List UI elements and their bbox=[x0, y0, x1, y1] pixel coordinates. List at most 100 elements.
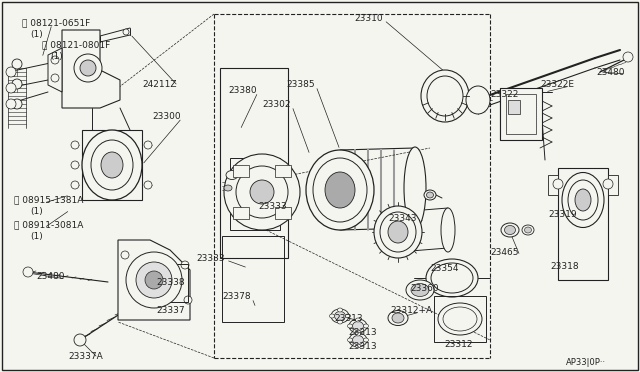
Ellipse shape bbox=[101, 152, 123, 178]
Circle shape bbox=[71, 181, 79, 189]
Text: 23333: 23333 bbox=[258, 202, 287, 211]
Circle shape bbox=[250, 180, 274, 204]
Circle shape bbox=[181, 261, 189, 269]
Ellipse shape bbox=[355, 344, 360, 348]
Ellipse shape bbox=[355, 318, 360, 322]
Circle shape bbox=[74, 334, 86, 346]
Text: 23313: 23313 bbox=[348, 342, 376, 351]
Circle shape bbox=[236, 166, 288, 218]
Bar bbox=[230, 158, 280, 230]
Text: 23322E: 23322E bbox=[540, 80, 574, 89]
Text: 23333: 23333 bbox=[196, 254, 225, 263]
Text: (1): (1) bbox=[30, 30, 43, 39]
Ellipse shape bbox=[426, 192, 433, 198]
Text: 24211Z: 24211Z bbox=[142, 80, 177, 89]
Bar bbox=[222, 236, 284, 322]
Circle shape bbox=[6, 99, 16, 109]
Text: Ⓑ 08121-0651F: Ⓑ 08121-0651F bbox=[22, 18, 90, 27]
Circle shape bbox=[144, 181, 152, 189]
Ellipse shape bbox=[466, 86, 490, 114]
Ellipse shape bbox=[353, 321, 364, 330]
Ellipse shape bbox=[348, 324, 353, 328]
Text: Ⓝ 08911-3081A: Ⓝ 08911-3081A bbox=[14, 220, 83, 229]
Ellipse shape bbox=[388, 311, 408, 326]
Ellipse shape bbox=[330, 314, 335, 318]
Circle shape bbox=[184, 296, 192, 304]
Ellipse shape bbox=[349, 333, 367, 347]
Ellipse shape bbox=[568, 180, 598, 220]
Ellipse shape bbox=[91, 140, 133, 190]
Ellipse shape bbox=[392, 313, 404, 323]
Text: 23319: 23319 bbox=[548, 210, 577, 219]
Text: 23312+A: 23312+A bbox=[390, 306, 432, 315]
Text: (1): (1) bbox=[30, 232, 43, 241]
Ellipse shape bbox=[406, 280, 434, 300]
Text: 23360: 23360 bbox=[410, 284, 438, 293]
Bar bbox=[500, 88, 542, 140]
Circle shape bbox=[12, 79, 22, 89]
Bar bbox=[506, 94, 536, 134]
Ellipse shape bbox=[348, 338, 353, 342]
Text: 23302: 23302 bbox=[262, 100, 291, 109]
Polygon shape bbox=[275, 207, 291, 219]
Text: 23465: 23465 bbox=[490, 248, 518, 257]
Circle shape bbox=[224, 154, 300, 230]
Circle shape bbox=[145, 271, 163, 289]
Circle shape bbox=[23, 267, 33, 277]
Polygon shape bbox=[233, 165, 249, 177]
Text: 23385: 23385 bbox=[286, 80, 315, 89]
Ellipse shape bbox=[364, 324, 369, 328]
Circle shape bbox=[623, 52, 633, 62]
Text: 23322: 23322 bbox=[490, 90, 518, 99]
Ellipse shape bbox=[411, 283, 429, 296]
Text: 23313: 23313 bbox=[348, 328, 376, 337]
Circle shape bbox=[71, 141, 79, 149]
Ellipse shape bbox=[441, 208, 455, 252]
Text: 23338: 23338 bbox=[156, 278, 184, 287]
Ellipse shape bbox=[80, 60, 96, 76]
Ellipse shape bbox=[525, 227, 531, 233]
Ellipse shape bbox=[355, 330, 360, 334]
Circle shape bbox=[6, 83, 16, 93]
Ellipse shape bbox=[421, 70, 469, 122]
Polygon shape bbox=[558, 168, 608, 280]
Ellipse shape bbox=[562, 173, 604, 228]
Ellipse shape bbox=[438, 303, 482, 335]
Ellipse shape bbox=[380, 212, 416, 252]
Circle shape bbox=[553, 179, 563, 189]
Ellipse shape bbox=[424, 190, 436, 200]
Text: 23312: 23312 bbox=[444, 340, 472, 349]
Text: 23337A: 23337A bbox=[68, 352, 103, 361]
Ellipse shape bbox=[82, 130, 142, 200]
Polygon shape bbox=[548, 175, 558, 195]
Text: 23380: 23380 bbox=[228, 86, 257, 95]
Text: 23310: 23310 bbox=[354, 14, 383, 23]
Circle shape bbox=[6, 67, 16, 77]
Ellipse shape bbox=[306, 150, 374, 230]
Circle shape bbox=[51, 74, 59, 82]
Text: 23337: 23337 bbox=[156, 306, 184, 315]
Text: Ⓜ 08915-1381A: Ⓜ 08915-1381A bbox=[14, 195, 83, 204]
Ellipse shape bbox=[353, 336, 364, 344]
Text: (1): (1) bbox=[30, 207, 43, 216]
Ellipse shape bbox=[431, 263, 473, 293]
Circle shape bbox=[51, 56, 59, 64]
Text: 23343: 23343 bbox=[388, 214, 417, 223]
Text: 23480: 23480 bbox=[36, 272, 65, 281]
Ellipse shape bbox=[388, 221, 408, 243]
Text: (1): (1) bbox=[50, 52, 63, 61]
Text: 23313: 23313 bbox=[334, 314, 363, 323]
Text: 23378: 23378 bbox=[222, 292, 251, 301]
Polygon shape bbox=[82, 130, 142, 200]
Ellipse shape bbox=[337, 320, 342, 324]
Ellipse shape bbox=[331, 309, 349, 323]
Text: Ⓑ 08121-0801F: Ⓑ 08121-0801F bbox=[42, 40, 110, 49]
Circle shape bbox=[12, 99, 22, 109]
Ellipse shape bbox=[522, 225, 534, 235]
Text: AP33|0P··: AP33|0P·· bbox=[566, 358, 606, 367]
Ellipse shape bbox=[74, 54, 102, 82]
Circle shape bbox=[123, 29, 129, 35]
Ellipse shape bbox=[335, 311, 346, 321]
Polygon shape bbox=[233, 207, 249, 219]
Circle shape bbox=[121, 251, 129, 259]
